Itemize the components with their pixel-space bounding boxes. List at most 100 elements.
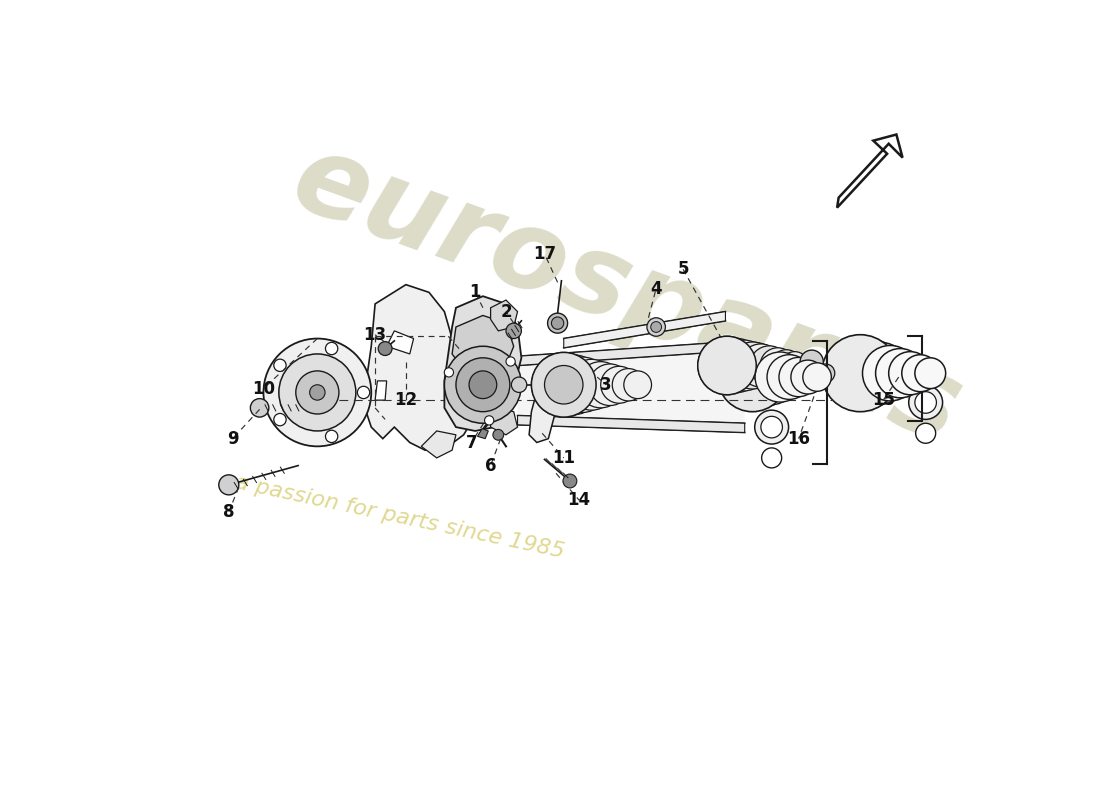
Circle shape <box>770 350 802 382</box>
Circle shape <box>601 366 638 403</box>
Circle shape <box>613 369 645 401</box>
Circle shape <box>279 354 356 431</box>
Polygon shape <box>517 341 745 366</box>
Polygon shape <box>563 311 726 348</box>
Polygon shape <box>491 300 517 331</box>
Circle shape <box>779 358 818 397</box>
Text: eurospares: eurospares <box>279 125 976 466</box>
Text: 1: 1 <box>470 283 481 302</box>
Circle shape <box>836 339 904 407</box>
Circle shape <box>566 359 617 410</box>
Circle shape <box>444 368 453 377</box>
Circle shape <box>915 392 936 414</box>
Polygon shape <box>491 408 517 435</box>
Text: 7: 7 <box>465 434 477 451</box>
Circle shape <box>578 362 624 408</box>
Text: 6: 6 <box>485 457 496 474</box>
Circle shape <box>548 313 568 333</box>
Circle shape <box>651 322 661 332</box>
Circle shape <box>512 377 527 393</box>
Text: 15: 15 <box>872 391 894 409</box>
Text: 5: 5 <box>678 260 689 278</box>
Circle shape <box>708 338 762 393</box>
Circle shape <box>849 342 911 404</box>
Circle shape <box>744 350 799 405</box>
Circle shape <box>251 398 268 417</box>
Circle shape <box>624 371 651 398</box>
Text: 3: 3 <box>601 376 612 394</box>
Circle shape <box>862 346 917 401</box>
Text: 2: 2 <box>500 302 512 321</box>
Circle shape <box>274 414 286 426</box>
Circle shape <box>718 340 769 391</box>
Circle shape <box>739 344 782 387</box>
Circle shape <box>274 359 286 371</box>
Circle shape <box>264 338 372 446</box>
Polygon shape <box>421 431 455 458</box>
Circle shape <box>469 371 497 398</box>
Circle shape <box>456 358 510 412</box>
Circle shape <box>760 348 795 383</box>
Circle shape <box>889 352 932 394</box>
Circle shape <box>543 354 603 414</box>
Polygon shape <box>517 415 745 433</box>
Text: 17: 17 <box>532 245 557 263</box>
Circle shape <box>755 352 805 402</box>
Circle shape <box>219 475 239 495</box>
Circle shape <box>531 353 596 417</box>
Circle shape <box>750 346 789 385</box>
Circle shape <box>800 350 823 373</box>
Circle shape <box>697 336 757 394</box>
Circle shape <box>915 423 936 443</box>
Circle shape <box>755 410 789 444</box>
Circle shape <box>876 349 925 398</box>
Circle shape <box>296 371 339 414</box>
Polygon shape <box>444 296 521 431</box>
Text: 11: 11 <box>552 449 575 467</box>
Polygon shape <box>387 331 414 354</box>
Circle shape <box>816 364 835 382</box>
Text: 9: 9 <box>227 430 239 448</box>
Circle shape <box>719 344 785 410</box>
Circle shape <box>544 366 583 404</box>
Circle shape <box>791 360 825 394</box>
Circle shape <box>732 346 792 407</box>
Circle shape <box>326 430 338 442</box>
Circle shape <box>506 323 521 338</box>
Text: a passion for parts since 1985: a passion for parts since 1985 <box>232 473 565 562</box>
Text: 4: 4 <box>650 279 662 298</box>
Circle shape <box>551 317 563 330</box>
Circle shape <box>326 342 338 354</box>
Circle shape <box>531 353 596 417</box>
Circle shape <box>915 358 946 389</box>
Polygon shape <box>477 429 488 438</box>
Circle shape <box>554 357 609 413</box>
Circle shape <box>697 336 757 394</box>
Polygon shape <box>363 285 475 450</box>
Text: 12: 12 <box>394 391 418 409</box>
Circle shape <box>444 346 521 423</box>
Circle shape <box>717 342 788 412</box>
Circle shape <box>378 342 392 355</box>
Circle shape <box>310 385 326 400</box>
Circle shape <box>358 386 370 398</box>
Circle shape <box>902 354 938 392</box>
Circle shape <box>909 386 943 419</box>
Text: 16: 16 <box>788 430 810 448</box>
Polygon shape <box>529 389 554 442</box>
Circle shape <box>767 354 812 399</box>
Circle shape <box>822 334 899 412</box>
Text: 14: 14 <box>568 491 591 510</box>
Text: 10: 10 <box>252 379 275 398</box>
Text: 13: 13 <box>363 326 387 344</box>
Circle shape <box>493 430 504 440</box>
Circle shape <box>803 363 832 391</box>
Circle shape <box>823 336 898 410</box>
Circle shape <box>506 357 515 366</box>
Polygon shape <box>375 381 387 400</box>
Text: 8: 8 <box>223 503 234 521</box>
Circle shape <box>563 474 576 488</box>
Circle shape <box>590 364 630 406</box>
Circle shape <box>729 342 776 389</box>
Circle shape <box>761 448 782 468</box>
